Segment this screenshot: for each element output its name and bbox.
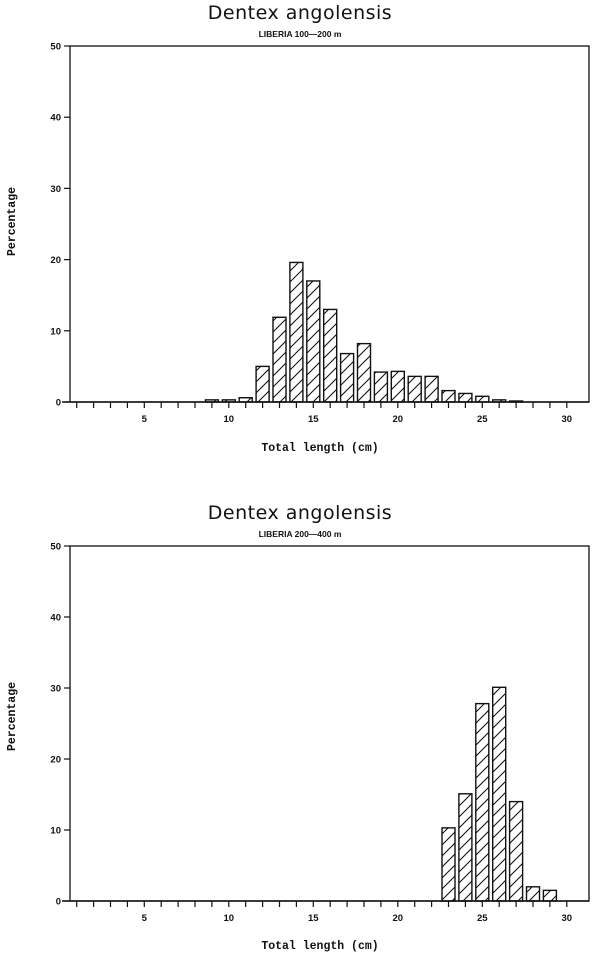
- bar: [238, 397, 253, 403]
- x-tick-label: 20: [393, 414, 404, 425]
- y-tick-label: 50: [50, 42, 61, 53]
- bars: [441, 686, 558, 902]
- bar: [289, 261, 304, 403]
- bar: [458, 793, 473, 902]
- x-tick-label: 15: [308, 913, 319, 924]
- chart-title: Dentex angolensis: [207, 2, 393, 24]
- x-tick-label: 30: [562, 913, 573, 924]
- bar: [407, 375, 422, 403]
- x-tick-label: 25: [477, 414, 488, 425]
- y-tick-label: 10: [50, 326, 61, 337]
- x-axis-label: Total length (cm): [261, 442, 379, 455]
- bar: [323, 308, 338, 403]
- y-tick-label: 0: [56, 897, 61, 908]
- y-tick-label: 30: [50, 684, 61, 695]
- y-tick-label: 20: [50, 755, 61, 766]
- bar: [508, 400, 524, 403]
- bar: [475, 702, 490, 902]
- chart-title: Dentex angolensis: [207, 502, 393, 524]
- bar: [272, 316, 287, 403]
- bar: [458, 392, 473, 403]
- y-tick-label: 40: [50, 613, 61, 624]
- y-tick-label: 10: [50, 826, 61, 837]
- bar: [508, 800, 524, 902]
- chart-subtitle: LIBERIA 200—400 m: [258, 529, 342, 539]
- bar: [390, 370, 405, 403]
- bar: [492, 399, 507, 403]
- y-axis-label: Percentage: [6, 681, 19, 751]
- x-axis-label: Total length (cm): [261, 940, 379, 953]
- bar: [339, 352, 355, 403]
- bar: [356, 342, 372, 403]
- bar: [492, 686, 507, 902]
- y-tick-label: 20: [50, 255, 61, 266]
- bar: [475, 395, 490, 403]
- bar: [306, 280, 321, 403]
- bars: [204, 261, 524, 403]
- x-tick-label: 15: [308, 414, 319, 425]
- y-tick-label: 50: [50, 542, 61, 553]
- bar: [373, 371, 389, 403]
- bar: [441, 389, 456, 403]
- bar: [424, 375, 439, 403]
- bar: [221, 399, 237, 403]
- x-tick-label: 30: [562, 414, 573, 425]
- chart-panel-100-200m: Dentex angolensis LIBERIA 100—200 m 0 10 2…: [0, 0, 600, 470]
- bar-plot: 0 10 20 30 40 50 5 10 15 20 25 30: [50, 42, 590, 425]
- x-tick-label: 5: [142, 414, 148, 425]
- x-tick-label: 5: [142, 913, 148, 924]
- y-tick-label: 30: [50, 184, 61, 195]
- y-tick-label: 0: [56, 398, 61, 409]
- plot-frame: 0 10 20 30 40 50 5 10 15 20 25 30: [50, 542, 590, 924]
- bar: [525, 886, 541, 902]
- chart-subtitle: LIBERIA 100—200 m: [258, 29, 342, 39]
- bar: [204, 399, 220, 403]
- x-tick-label: 25: [477, 913, 488, 924]
- bar: [255, 365, 270, 403]
- x-tick-label: 10: [224, 414, 235, 425]
- x-tick-label: 20: [393, 913, 404, 924]
- bar: [542, 889, 558, 902]
- bar: [441, 827, 456, 902]
- y-tick-label: 40: [50, 113, 61, 124]
- x-tick-label: 10: [224, 913, 235, 924]
